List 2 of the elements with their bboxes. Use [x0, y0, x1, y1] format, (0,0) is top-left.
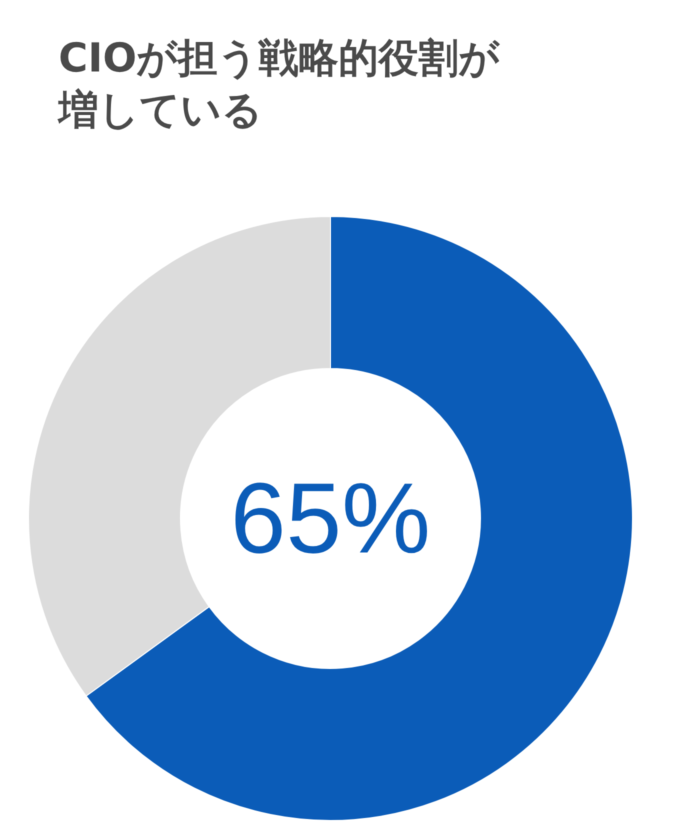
data-label: 65% [230, 462, 431, 574]
chart-title: CIOが担う戦略的役割が増している [56, 36, 501, 134]
